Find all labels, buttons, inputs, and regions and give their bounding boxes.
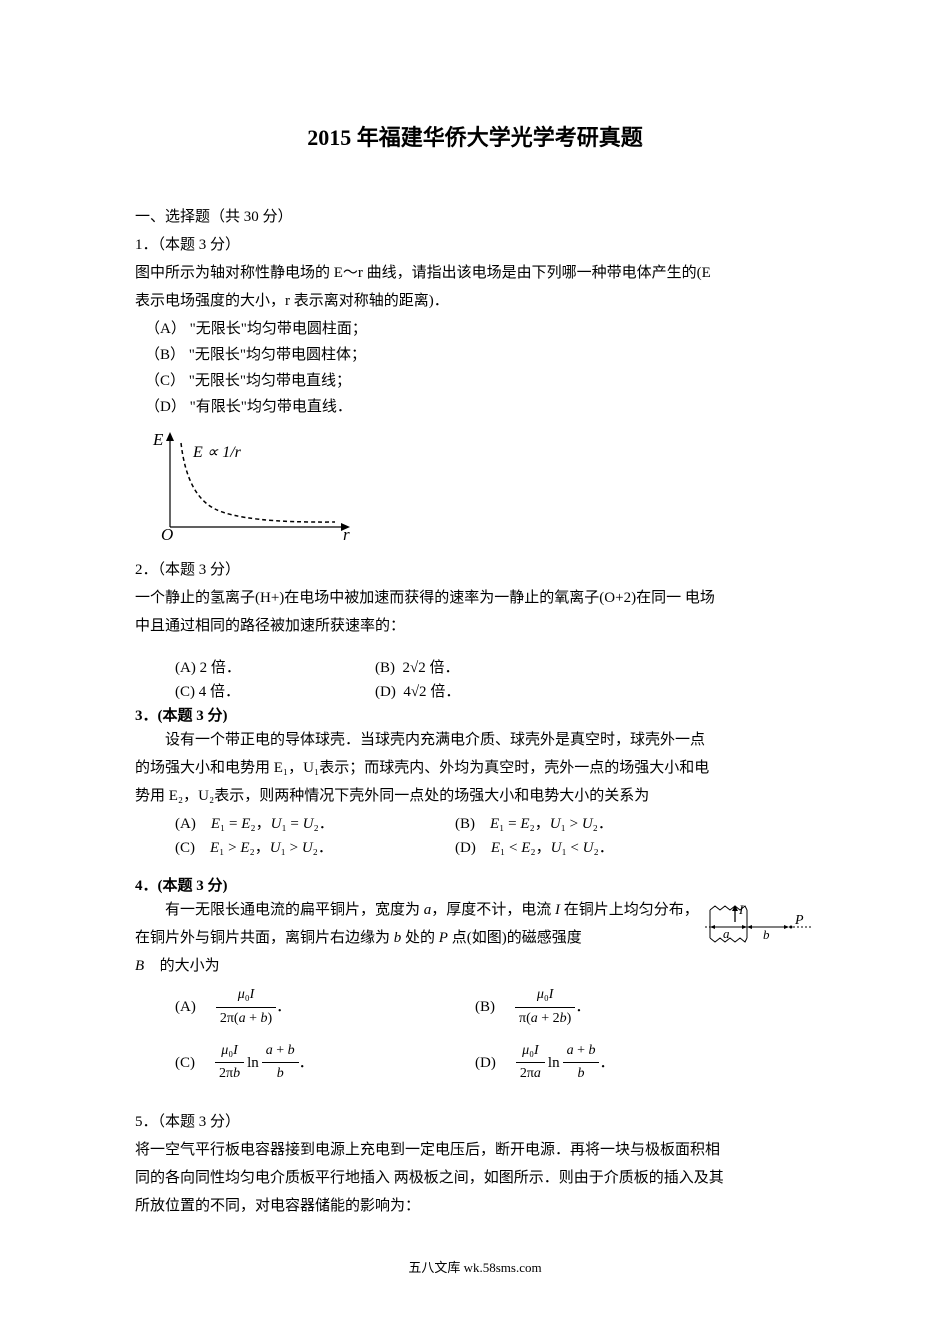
q4-header: 4．(本题 3 分) (135, 874, 815, 898)
svg-text:P: P (794, 913, 804, 928)
q4-option-c: (C) μ₀I 2πb ln a + b b ． (175, 1040, 475, 1086)
q3-option-a: (A) E₁ = E₂，U₁ = U₂． (175, 812, 455, 836)
q3-text-line1: 设有一个带正电的导体球壳．当球壳内充满电介质、球壳外是真空时，球壳外一点 (135, 728, 815, 752)
q5-text-line2: 同的各向同性均匀电介质板平行地插入 两极板之间，如图所示．则由于介质板的插入及其 (135, 1166, 815, 1190)
q4-option-b: (B) μ₀I π(a + 2b) ． (475, 984, 775, 1030)
q1-option-a: （A） "无限长"均匀带电圆柱面； (135, 317, 815, 341)
q1-option-c: （C） "无限长"均匀带电直线； (135, 369, 815, 393)
page-footer: 五八文库 wk.58sms.com (135, 1258, 815, 1279)
q3-text-line2: 的场强大小和电势用 E₁，U₁表示；而球壳内、外均为真空时，壳外一点的场强大小和… (135, 756, 815, 780)
q4-option-a: (A) μ₀I 2π(a + b) ． (175, 984, 475, 1030)
q5-text-line1: 将一空气平行板电容器接到电源上充电到一定电压后，断开电源．再将一块与极板面积相 (135, 1138, 815, 1162)
q2-text-line1: 一个静止的氢离子(H+)在电场中被加速而获得的速率为一静止的氧离子(O+2)在同… (135, 586, 815, 610)
q1-chart: E E ∝ 1/r O r (145, 427, 815, 550)
q3-option-b: (B) E₁ = E₂，U₁ > U₂． (455, 812, 613, 836)
q1-chart-origin: O (161, 525, 173, 542)
q1-chart-ylabel: E (152, 430, 164, 449)
q5-text-line3: 所放位置的不同，对电容器储能的影响为： (135, 1194, 815, 1218)
q4-option-d: (D) μ₀I 2πa ln a + b b ． (475, 1040, 775, 1086)
svg-text:I: I (738, 902, 744, 917)
q4-diagram: I a b P (705, 902, 815, 960)
q3-option-c: (C) E₁ > E₂，U₁ > U₂． (175, 836, 455, 860)
q1-text-line1: 图中所示为轴对称性静电场的 E～r 曲线，请指出该电场是由下列哪一种带电体产生的… (135, 261, 815, 285)
q1-header: 1．（本题 3 分） (135, 233, 815, 257)
q1-option-d: （D） "有限长"均匀带电直线． (135, 395, 815, 419)
q1-chart-formula: E ∝ 1/r (192, 444, 242, 461)
svg-text:b: b (763, 927, 770, 942)
q2-text-line2: 中且通过相同的路径被加速所获速率的： (135, 614, 815, 638)
q2-option-d: (D) 4√2 倍． (375, 680, 575, 704)
q2-option-a: (A) 2 倍． (175, 656, 375, 680)
q2-header: 2．（本题 3 分） (135, 558, 815, 582)
svg-text:a: a (723, 926, 730, 941)
q3-header: 3．(本题 3 分) (135, 704, 815, 728)
q3-option-d: (D) E₁ < E₂，U₁ < U₂． (455, 836, 614, 860)
q1-text-line2: 表示电场强度的大小，r 表示离对称轴的距离)． (135, 289, 815, 313)
page-title: 2015 年福建华侨大学光学考研真题 (135, 120, 815, 155)
q2-option-c: (C) 4 倍． (175, 680, 375, 704)
q5-header: 5．（本题 3 分） (135, 1110, 815, 1134)
q1-chart-xlabel: r (343, 525, 350, 542)
section1-header: 一、选择题（共 30 分） (135, 205, 815, 229)
q1-option-b: （B） "无限长"均匀带电圆柱体； (135, 343, 815, 367)
q3-text-line3: 势用 E₂，U₂表示，则两种情况下壳外同一点处的场强大小和电势大小的关系为 (135, 784, 815, 808)
q2-option-b: (B) 2√2 倍． (375, 656, 575, 680)
